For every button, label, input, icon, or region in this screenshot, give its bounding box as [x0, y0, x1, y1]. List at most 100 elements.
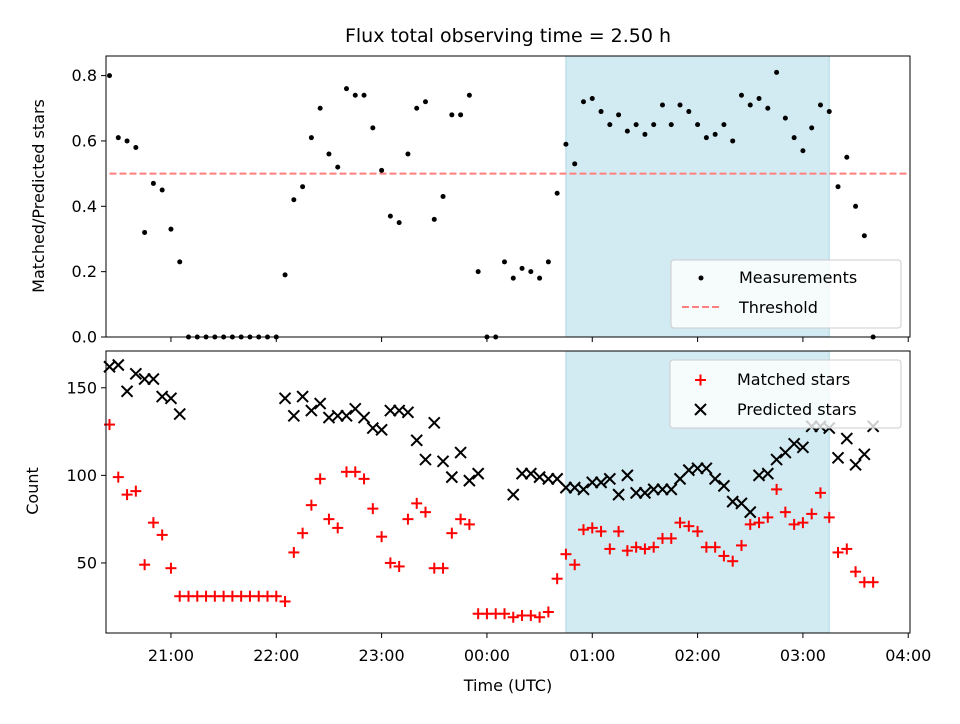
- legend-predicted-label: Predicted stars: [737, 400, 857, 419]
- top-legend-box: [670, 259, 902, 329]
- matched-star-point: [130, 485, 142, 497]
- measurement-point: [809, 125, 815, 131]
- measurement-point: [712, 131, 718, 137]
- measurement-point: [466, 92, 472, 98]
- matched-star-point: [367, 503, 379, 515]
- matched-star-point: [806, 508, 818, 520]
- matched-star-point: [665, 532, 677, 544]
- predicted-star-point: [287, 409, 301, 423]
- predicted-star-point: [507, 488, 520, 501]
- measurement-point: [624, 128, 630, 134]
- measurement-point: [835, 184, 841, 190]
- y-tick-label: 0.6: [72, 131, 97, 150]
- y-tick-label: 0.8: [72, 66, 97, 85]
- matched-star-point: [814, 487, 826, 499]
- predicted-star-point: [296, 390, 309, 403]
- matched-star-point: [850, 566, 862, 578]
- measurement-point: [677, 102, 683, 108]
- measurement-point: [791, 135, 797, 141]
- matched-star-point: [735, 539, 747, 551]
- measurement-point: [545, 259, 551, 265]
- predicted-star-point: [761, 467, 775, 480]
- x-tick-label: 04:00: [885, 646, 931, 665]
- predicted-star-point: [796, 441, 810, 454]
- top-legend: Measurements Threshold: [670, 259, 902, 329]
- measurement-point: [668, 122, 674, 128]
- measurement-point: [150, 180, 156, 186]
- predicted-star-point: [445, 470, 459, 484]
- measurement-point: [853, 203, 859, 209]
- measurement-point: [747, 102, 753, 108]
- matched-star-point: [112, 471, 124, 483]
- matched-star-point: [823, 511, 835, 523]
- measurement-point: [826, 109, 832, 115]
- predicted-star-point: [849, 458, 862, 472]
- measurement-point: [580, 99, 586, 105]
- predicted-star-point: [147, 372, 160, 386]
- predicted-star-point: [691, 462, 704, 475]
- matched-star-point: [551, 573, 563, 585]
- matched-star-point: [349, 466, 361, 478]
- measurement-point: [300, 184, 306, 190]
- measurement-point: [756, 95, 762, 101]
- measurement-point: [589, 95, 595, 101]
- matched-star-point: [779, 506, 791, 518]
- legend-matched-label: Matched stars: [737, 370, 850, 389]
- predicted-star-point: [524, 467, 538, 480]
- matched-star-point: [569, 559, 581, 571]
- measurement-point: [317, 105, 323, 111]
- predicted-star-point: [612, 488, 625, 501]
- predicted-star-point: [770, 453, 783, 466]
- bottom-legend: Matched stars Predicted stars: [669, 359, 902, 429]
- measurement-point: [475, 269, 481, 275]
- x-tick-label: 21:00: [148, 646, 194, 665]
- matched-star-point: [297, 527, 309, 539]
- measurement-point: [361, 92, 367, 98]
- matched-star-point: [437, 562, 449, 574]
- top-panel: Matched/Predicted stars 0.00.20.40.60.8 …: [29, 55, 911, 347]
- predicted-star-point: [840, 432, 854, 445]
- bottom-y-axis-label: Count: [23, 467, 42, 515]
- matched-star-point: [542, 606, 554, 618]
- measurement-point: [695, 122, 701, 128]
- predicted-star-point: [340, 409, 353, 423]
- matched-star-point: [648, 541, 660, 553]
- predicted-star-point: [787, 437, 801, 451]
- y-tick-label: 0.4: [72, 197, 97, 216]
- y-tick-label: 0.2: [72, 262, 97, 281]
- predicted-star-point: [594, 476, 608, 489]
- measurement-point: [449, 112, 455, 118]
- measurement-point: [721, 122, 727, 128]
- matched-star-point: [121, 489, 133, 501]
- matched-star-point: [586, 522, 598, 534]
- measurement-point: [703, 135, 709, 141]
- matched-star-point: [709, 541, 721, 553]
- legend-matched-marker: [695, 374, 706, 386]
- predicted-star-point: [419, 453, 432, 466]
- predicted-star-point: [305, 404, 318, 417]
- measurement-point: [414, 105, 420, 111]
- matched-star-point: [841, 543, 853, 555]
- predicted-star-point: [603, 472, 617, 486]
- measurement-point: [501, 259, 507, 265]
- measurement-point: [817, 102, 823, 108]
- predicted-star-point: [436, 455, 450, 468]
- matched-star-point: [288, 546, 300, 558]
- predicted-star-point: [700, 462, 713, 475]
- measurement-point: [616, 112, 622, 118]
- predicted-star-point: [278, 392, 292, 405]
- measurement-point: [133, 144, 139, 150]
- matched-star-point: [358, 473, 370, 485]
- measurement-point: [458, 112, 464, 118]
- x-tick-label: 02:00: [675, 646, 721, 665]
- y-tick-label: 150: [66, 378, 97, 397]
- matched-star-point: [446, 527, 458, 539]
- measurement-point: [782, 115, 788, 121]
- x-tick-label: 23:00: [359, 646, 405, 665]
- measurement-point: [422, 99, 428, 105]
- measurement-point: [730, 138, 736, 144]
- predicted-star-point: [428, 416, 441, 430]
- y-tick-label: 100: [66, 466, 97, 485]
- matched-star-point: [314, 473, 326, 485]
- measurement-point: [335, 164, 341, 170]
